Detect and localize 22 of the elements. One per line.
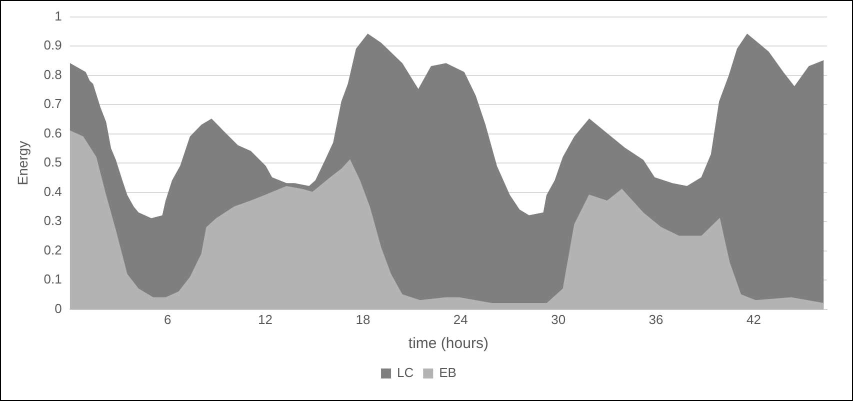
x-tick-label: 30 bbox=[551, 312, 566, 327]
x-tick-label: 6 bbox=[164, 312, 172, 327]
y-tick-label: 0.1 bbox=[44, 272, 62, 287]
y-tick-label: 0.9 bbox=[44, 38, 62, 53]
x-tick-label: 12 bbox=[258, 312, 272, 327]
y-tick-label: 0.5 bbox=[44, 154, 62, 170]
y-tick-label: 0.7 bbox=[44, 96, 62, 112]
x-tick-label: 42 bbox=[746, 312, 761, 327]
y-tick-label: 0.3 bbox=[44, 213, 62, 228]
y-tick-label: 0.6 bbox=[44, 125, 62, 140]
y-tick-label: 1 bbox=[54, 8, 62, 24]
x-axis-title: time (hours) bbox=[408, 335, 488, 352]
x-tick-label: 18 bbox=[356, 312, 370, 327]
y-tick-label: 0.4 bbox=[44, 184, 62, 199]
y-tick-label: 0.2 bbox=[44, 242, 62, 258]
y-axis-title: Energy bbox=[14, 140, 30, 186]
legend-label: LC bbox=[397, 365, 414, 380]
y-tick-label: 0.8 bbox=[44, 66, 62, 82]
legend-label: EB bbox=[439, 365, 456, 380]
x-tick-label: 36 bbox=[648, 312, 664, 327]
y-tick-label: 0 bbox=[54, 300, 62, 316]
x-tick-label: 24 bbox=[453, 312, 468, 327]
